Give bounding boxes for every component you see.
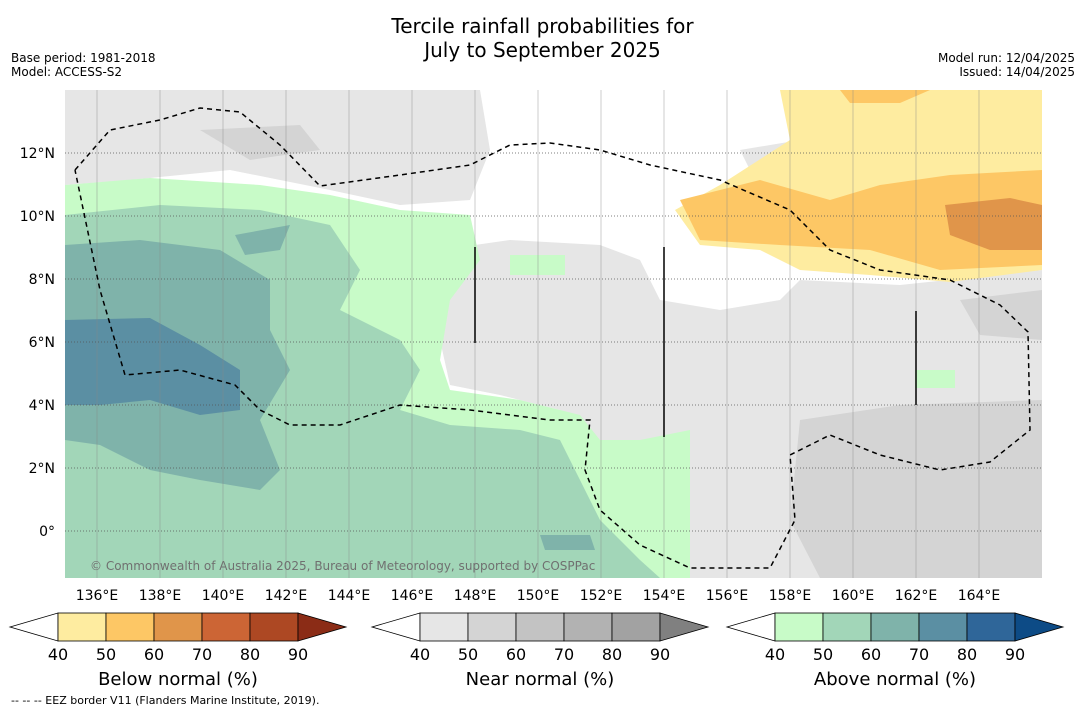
lon-label: 156°E <box>706 588 749 604</box>
colorbar-min-arrow <box>725 612 776 642</box>
colorbar-segment <box>105 612 155 642</box>
colorbar-tick-label: 50 <box>458 645 478 664</box>
lon-label: 142°E <box>265 588 308 604</box>
title-line-2: July to September 2025 <box>424 38 661 62</box>
colorbar-segment <box>822 612 872 642</box>
meta-right: Model run: 12/04/2025 Issued: 14/04/2025 <box>938 51 1075 79</box>
above-normal-70-patch-east <box>235 225 290 255</box>
issued-date: Issued: 14/04/2025 <box>959 65 1075 79</box>
above-normal-patch-island <box>510 255 565 275</box>
colorbar-max-arrow <box>659 612 710 642</box>
title-line-1: Tercile rainfall probabilities for <box>391 14 694 38</box>
below-normal-60-region <box>680 170 1042 270</box>
colorbar-segment <box>918 612 968 642</box>
colorbar-1: 40 50 60 70 80 90 Below normal (%) <box>8 612 348 690</box>
lon-label: 138°E <box>139 588 182 604</box>
colorbar-max-arrow <box>297 612 348 642</box>
map-plot-area: © Commonwealth of Australia 2025, Bureau… <box>65 90 1042 578</box>
lon-label: 160°E <box>832 588 875 604</box>
colorbar-segment <box>419 612 469 642</box>
footnote-eez: -- -- -- EEZ border V11 (Flanders Marine… <box>11 694 320 707</box>
lat-label: 0° <box>39 524 55 540</box>
colorbar-tick-label: 40 <box>410 645 430 664</box>
lon-label: 144°E <box>328 588 371 604</box>
colorbar-tick-label: 70 <box>192 645 212 664</box>
colorbar-segment <box>57 612 107 642</box>
lat-label: 10°N <box>20 209 55 225</box>
colorbar-segment <box>201 612 251 642</box>
colorbar-title: Near normal (%) <box>466 669 615 690</box>
lat-label: 6°N <box>29 335 55 351</box>
colorbar-tick-label: 40 <box>765 645 785 664</box>
above-normal-80-region <box>65 318 240 415</box>
model-run: Model run: 12/04/2025 <box>937 51 1075 65</box>
longitude-labels: 136°E 138°E 140°E 142°E 144°E 146°E 148°… <box>76 588 1001 604</box>
near-normal-darker-patch-3 <box>960 290 1042 340</box>
colorbar-min-arrow <box>8 612 59 642</box>
lon-label: 154°E <box>643 588 686 604</box>
eez-border-west <box>74 107 1031 569</box>
colorbars: 40 50 60 70 80 90 Below normal (%) 40 50 60 70 80 90… <box>8 612 1065 690</box>
colorbar-tick-label: 60 <box>144 645 164 664</box>
colorbar-segment <box>153 612 203 642</box>
below-normal-60-patch-north <box>840 90 930 103</box>
colorbar-title: Above normal (%) <box>814 669 976 690</box>
colorbar-tick-label: 90 <box>288 645 308 664</box>
colorbar-tick-label: 80 <box>957 645 977 664</box>
copyright-text: © Commonwealth of Australia 2025, Bureau… <box>90 559 595 573</box>
lon-label: 150°E <box>517 588 560 604</box>
colorbar-max-arrow <box>1014 612 1065 642</box>
boundary-lines <box>474 247 917 437</box>
lon-label: 158°E <box>769 588 812 604</box>
colorbar-segment <box>515 612 565 642</box>
colorbar-segment <box>563 612 613 642</box>
lat-label: 12°N <box>20 146 55 162</box>
model-name: Model: ACCESS-S2 <box>11 65 123 79</box>
lon-label: 140°E <box>202 588 245 604</box>
colorbar-tick-label: 70 <box>554 645 574 664</box>
colorbar-tick-label: 80 <box>240 645 260 664</box>
lon-label: 164°E <box>958 588 1001 604</box>
colorbar-title: Below normal (%) <box>98 669 258 690</box>
colorbar-segment <box>966 612 1016 642</box>
colorbar-min-arrow <box>370 612 421 642</box>
colorbar-3: 40 50 60 70 80 90 Above normal (%) <box>725 612 1065 690</box>
colorbar-tick-label: 90 <box>650 645 670 664</box>
colorbar-segment <box>611 612 661 642</box>
colorbar-segment <box>249 612 299 642</box>
colorbar-tick-label: 90 <box>1005 645 1025 664</box>
colorbar-segment <box>774 612 824 642</box>
colorbar-tick-label: 60 <box>506 645 526 664</box>
below-normal-70-region <box>945 198 1042 250</box>
colorbar-segment <box>870 612 920 642</box>
above-normal-70-patch-south <box>540 535 595 550</box>
colorbar-tick-label: 40 <box>48 645 68 664</box>
colorbar-segment <box>467 612 517 642</box>
lon-label: 136°E <box>76 588 119 604</box>
lat-label: 2°N <box>29 461 55 477</box>
map-title: Tercile rainfall probabilities for July … <box>0 14 1085 62</box>
above-normal-patch-small <box>915 370 955 388</box>
colorbar-tick-label: 70 <box>909 645 929 664</box>
lon-label: 162°E <box>895 588 938 604</box>
lon-label: 146°E <box>391 588 434 604</box>
lat-label: 4°N <box>29 398 55 414</box>
lat-label: 8°N <box>29 272 55 288</box>
colorbar-2: 40 50 60 70 80 90 Near normal (%) <box>370 612 710 690</box>
colorbar-tick-label: 50 <box>96 645 116 664</box>
colorbar-tick-label: 80 <box>602 645 622 664</box>
colorbar-tick-label: 60 <box>861 645 881 664</box>
near-normal-darker-patch-2 <box>200 125 320 160</box>
latitude-gridlines <box>65 152 1042 532</box>
lon-label: 152°E <box>580 588 623 604</box>
meta-left: Base period: 1981-2018 Model: ACCESS-S2 <box>11 51 156 79</box>
colorbar-tick-label: 50 <box>813 645 833 664</box>
base-period: Base period: 1981-2018 <box>11 51 156 65</box>
latitude-labels: 12°N 10°N 8°N 6°N 4°N 2°N 0° <box>20 146 55 540</box>
lon-label: 148°E <box>454 588 497 604</box>
